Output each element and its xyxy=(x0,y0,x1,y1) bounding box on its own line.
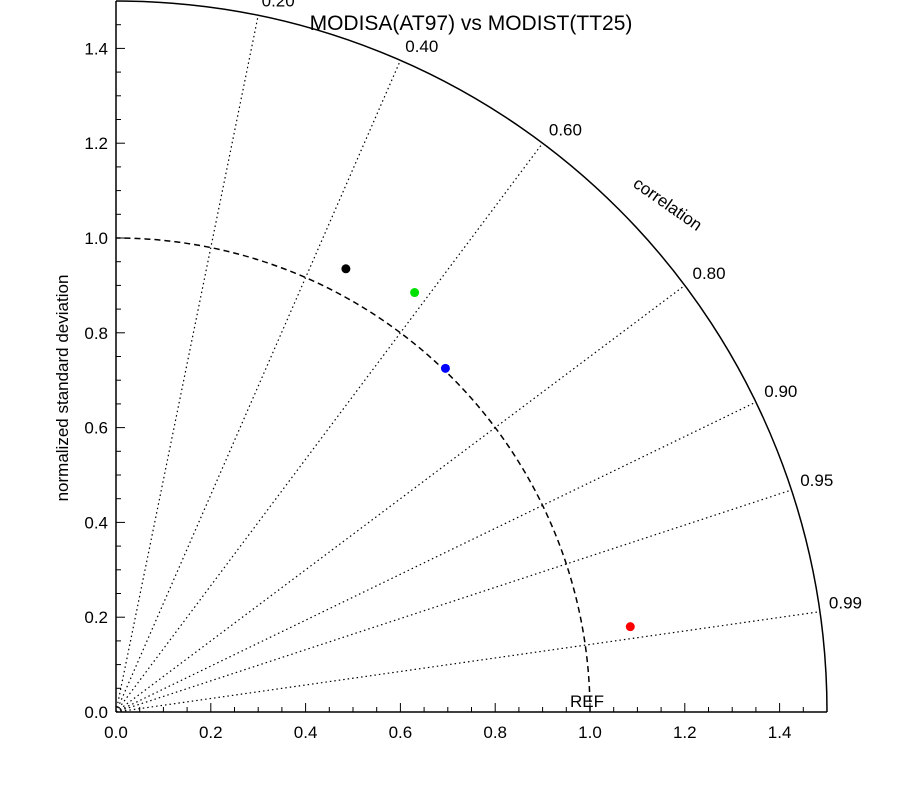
correlation-label: correlation xyxy=(630,174,706,235)
y-tick-label: 1.2 xyxy=(84,134,108,153)
correlation-tick-labels: 0.20 0.40 0.60 0.80 0.90 0.95 0.99 xyxy=(262,0,862,613)
correlation-tick-label: 0.60 xyxy=(549,121,582,140)
data-point-0 xyxy=(341,264,351,274)
correlation-tick-label: 0.95 xyxy=(800,471,833,490)
data-point-1 xyxy=(410,288,420,298)
y-axis-label: normalized standard deviation xyxy=(53,275,72,502)
correlation-tick-label: 0.90 xyxy=(764,382,797,401)
correlation-ray-0 xyxy=(115,15,259,713)
data-point-2 xyxy=(440,363,450,373)
outer-arc xyxy=(115,0,828,713)
correlation-ray-4 xyxy=(115,401,757,713)
x-tick-label: 0.0 xyxy=(104,723,128,742)
correlation-ray-3 xyxy=(115,284,686,713)
correlation-tick-label: 0.80 xyxy=(692,264,725,283)
x-tick-label: 1.0 xyxy=(578,723,602,742)
correlation-tick-label: 0.20 xyxy=(262,0,295,10)
tick-labels: 0.0 0.2 0.4 0.6 0.8 1.0 1.2 1.4 0.0 0.2 0.4 0.6 0.8 1… xyxy=(84,39,791,742)
x-tick-label: 0.2 xyxy=(199,723,223,742)
correlation-tick-label: 0.99 xyxy=(829,594,862,613)
y-tick-label: 0.4 xyxy=(84,513,108,532)
y-tick-label: 0.0 xyxy=(84,703,108,722)
correlation-ray-2 xyxy=(115,142,544,713)
data-points xyxy=(341,264,635,632)
correlation-rays xyxy=(115,15,820,713)
reference-std-arc xyxy=(115,237,591,713)
y-tick-label: 0.6 xyxy=(84,419,108,438)
axis-ticks xyxy=(115,0,828,713)
y-tick-label: 1.4 xyxy=(84,39,108,58)
x-tick-label: 1.2 xyxy=(673,723,697,742)
reference-label: REF xyxy=(570,692,604,711)
chart-title: MODISA(AT97) vs MODIST(TT25) xyxy=(310,12,633,35)
y-tick-label: 0.8 xyxy=(84,324,108,343)
y-tick-label: 0.2 xyxy=(84,608,108,627)
x-tick-label: 0.4 xyxy=(294,723,318,742)
x-tick-label: 1.4 xyxy=(768,723,792,742)
correlation-ray-1 xyxy=(115,60,401,713)
y-tick-label: 1.0 xyxy=(84,229,108,248)
correlation-ray-6 xyxy=(115,611,820,713)
correlation-tick-label: 0.40 xyxy=(405,37,438,56)
x-tick-label: 0.8 xyxy=(483,723,507,742)
data-point-3 xyxy=(625,622,635,632)
correlation-ray-5 xyxy=(115,489,792,713)
x-tick-label: 0.6 xyxy=(389,723,413,742)
